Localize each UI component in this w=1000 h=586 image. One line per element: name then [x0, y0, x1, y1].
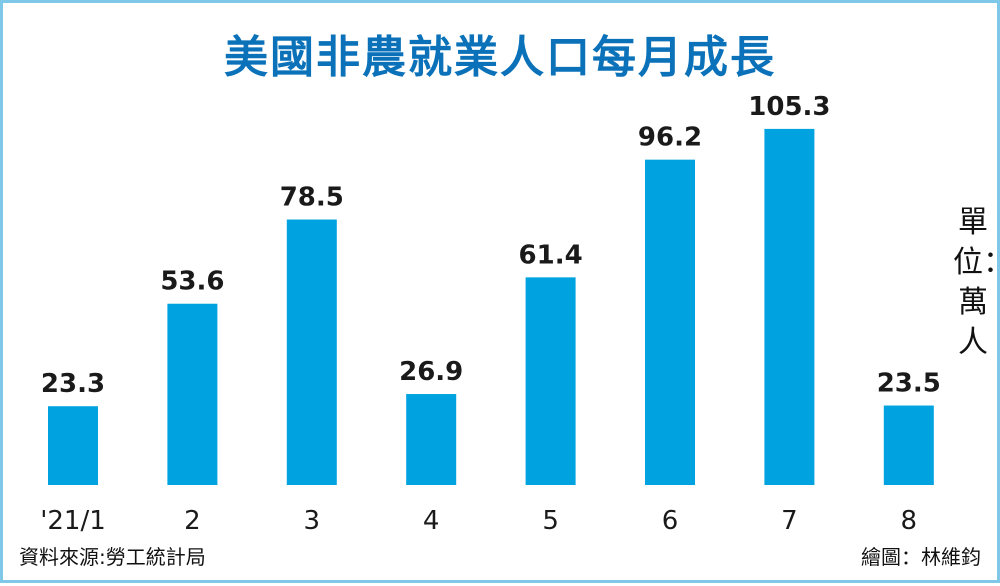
x-tick-label: 7	[781, 506, 798, 536]
bar-6	[764, 128, 815, 486]
bar-4	[525, 277, 576, 485]
x-tick-label: 8	[901, 506, 918, 536]
bar-2	[286, 219, 337, 485]
unit-label: 單位：萬人	[953, 205, 1000, 360]
bar-value-label: 23.3	[41, 369, 105, 399]
bar-7	[883, 405, 934, 485]
chart-title: 美國非農就業人口每月成長	[224, 32, 776, 83]
bar-value-label: 26.9	[399, 357, 463, 387]
bar-value-label: 53.6	[160, 267, 224, 297]
x-tick-label: '21/1	[40, 506, 106, 536]
bar-value-label: 105.3	[748, 92, 830, 122]
bar-5	[645, 159, 695, 485]
x-tick-label: 2	[184, 506, 201, 536]
bar-chart: 23.3 '21/1 53.6 2 78.5 3 26.9 4 61.4 5 96.2 6 105.3 7…	[40, 92, 941, 536]
x-tick-label: 5	[542, 506, 559, 536]
bar-1	[167, 303, 218, 485]
x-tick-label: 3	[304, 506, 321, 536]
bar-value-label: 61.4	[519, 240, 583, 270]
x-tick-label: 4	[423, 506, 440, 536]
bar-value-label: 23.5	[877, 369, 941, 399]
bar-3	[406, 394, 457, 485]
credit-note: 繪圖：林維鈞	[861, 545, 981, 569]
bar-0	[48, 406, 98, 485]
source-note: 資料來源:勞工統計局	[19, 545, 206, 569]
bar-value-label: 96.2	[638, 123, 702, 153]
bar-value-label: 78.5	[280, 183, 344, 213]
x-tick-label: 6	[662, 506, 679, 536]
